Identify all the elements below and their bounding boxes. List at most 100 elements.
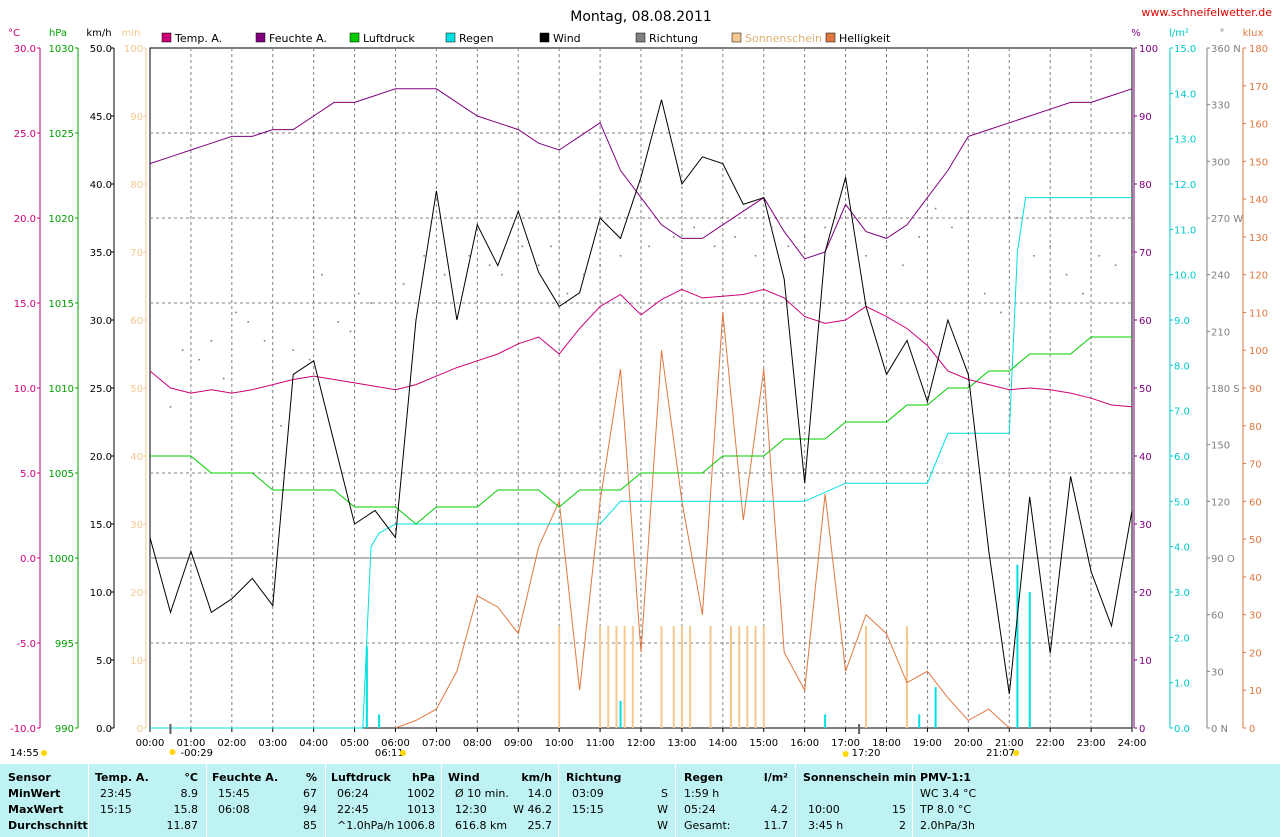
direction-tick-label: 360 N: [1211, 44, 1241, 55]
rain-tick-label: 15.0: [1174, 44, 1196, 55]
direction-point: [967, 217, 970, 219]
humidity-tick-label: 40: [1139, 452, 1152, 463]
legend-swatch: [539, 32, 550, 43]
direction-point: [169, 406, 172, 408]
chart-title: Montag, 08.08.2011: [570, 9, 712, 25]
direction-point: [734, 236, 736, 238]
legend-label: Temp. A.: [174, 32, 222, 45]
direction-point: [1098, 254, 1101, 257]
direction-point: [918, 236, 921, 238]
direction-point: [1114, 264, 1117, 267]
table-header: PMV-1:1: [920, 771, 971, 784]
series-line-luftdruck: [150, 336, 1132, 525]
direction-tick-label: 210: [1211, 327, 1230, 338]
axes: °C 30.0 25.0 20.0 15.0 10.0 5.0 0.0 -5.0 -10.0 hPa…: [8, 28, 1268, 749]
sun-tick-label: 40: [130, 452, 143, 463]
sunrise-icon: [399, 750, 406, 756]
brightness-tick-label: 10: [1249, 686, 1262, 697]
wind-tick-label: 45.0: [90, 112, 112, 123]
x-tick-label: 22:00: [1036, 738, 1065, 749]
wind-tick-label: 15.0: [90, 520, 112, 531]
brightness-tick-label: 40: [1249, 573, 1262, 584]
wind-tick-label: 5.0: [96, 656, 112, 667]
temp-tick-label: 20.0: [14, 214, 36, 225]
temp-tick-label: 0.0: [20, 554, 36, 565]
direction-point: [619, 254, 622, 257]
legend-swatch: [825, 32, 836, 43]
sunset-icon: [1013, 750, 1020, 756]
brightness-tick-label: 70: [1249, 460, 1262, 471]
temp-tick-label: 5.0: [20, 469, 36, 480]
legend-swatch: [635, 32, 646, 43]
site-url: www.schneifelwetter.de: [1141, 6, 1272, 19]
table-header: Sensor: [8, 771, 51, 784]
series-line-feuchte-a-: [149, 88, 1133, 260]
direction-point: [537, 264, 540, 267]
table-cell: 23:45: [100, 787, 132, 800]
direction-point: [566, 292, 569, 295]
table-cell: 67: [303, 787, 317, 800]
direction-point: [934, 207, 937, 210]
legend-label: Wind: [553, 32, 581, 45]
table-cell: 1006.8: [396, 819, 436, 832]
table-cell: 94: [303, 803, 317, 816]
sun-tick-label: 80: [130, 180, 143, 191]
direction-point: [247, 321, 249, 323]
direction-point: [1016, 217, 1019, 219]
temp-tick-label: -5.0: [16, 639, 36, 650]
table-cell: 1013: [407, 803, 435, 816]
table-cell: 15:15: [572, 803, 604, 816]
rain-tick-label: 0.0: [1174, 724, 1190, 735]
rain-tick-label: 9.0: [1174, 316, 1190, 327]
table-cell: 1:59 h: [684, 787, 720, 800]
direction-point: [402, 283, 405, 285]
table-cell: 12:30: [455, 803, 487, 816]
direction-point: [787, 245, 790, 248]
table-header: l/m²: [763, 771, 788, 784]
moonset-label: 17:20: [852, 748, 881, 759]
temp-axis-unit: °C: [8, 28, 20, 39]
humidity-tick-label: 90: [1139, 112, 1152, 123]
legend-label: Richtung: [649, 32, 698, 45]
direction-tick-label: 60: [1211, 611, 1224, 622]
table-cell: 3:45 h: [808, 819, 844, 832]
direction-point: [222, 377, 225, 380]
legend-label: Regen: [459, 32, 494, 45]
x-tick-label: 01:00: [177, 738, 206, 749]
pressure-tick-label: 995: [55, 639, 74, 650]
direction-point: [181, 349, 184, 352]
table-header: km/h: [521, 771, 552, 784]
direction-point: [198, 358, 200, 361]
brightness-tick-label: 80: [1249, 422, 1262, 433]
sun-moon-markers: 14:55 -00:29 06:11 17:20 21:07: [10, 724, 1020, 759]
series-line-helligkeit: [395, 312, 1010, 729]
table-cell: 2: [899, 819, 906, 832]
direction-tick-label: 300: [1211, 157, 1230, 168]
direction-tick-label: 0 N: [1211, 724, 1228, 735]
table-header: Luftdruck: [331, 771, 391, 784]
series-line-temp-a-: [149, 288, 1133, 408]
humidity-tick-label: 10: [1139, 656, 1152, 667]
rain-tick-label: 1.0: [1174, 679, 1190, 690]
table-cell: 15:15: [100, 803, 132, 816]
moon-icon: [169, 749, 176, 755]
pressure-tick-label: 990: [55, 724, 74, 735]
pressure-tick-label: 1020: [49, 214, 74, 225]
x-tick-label: 19:00: [913, 738, 942, 749]
table-row-label: Durchschnitt: [8, 819, 88, 832]
sun-tick-label: 60: [130, 316, 143, 327]
sun-tick-label: 50: [130, 384, 143, 395]
rain-tick-label: 8.0: [1174, 361, 1190, 372]
x-tick-label: 17:00: [831, 738, 860, 749]
table-cell: 4.2: [770, 803, 789, 816]
direction-tick-label: 150: [1211, 441, 1230, 452]
direction-point: [210, 339, 213, 342]
sun-tick-label: 90: [130, 112, 143, 123]
direction-axis-unit: °: [1220, 28, 1225, 39]
humidity-tick-label: 60: [1139, 316, 1152, 327]
table-cell: TP 8.0 °C: [920, 803, 972, 816]
direction-point: [263, 339, 266, 342]
table-cell: 15.8: [173, 803, 199, 816]
table-cell: 06:08: [218, 803, 250, 816]
pressure-axis-unit: hPa: [49, 28, 67, 39]
